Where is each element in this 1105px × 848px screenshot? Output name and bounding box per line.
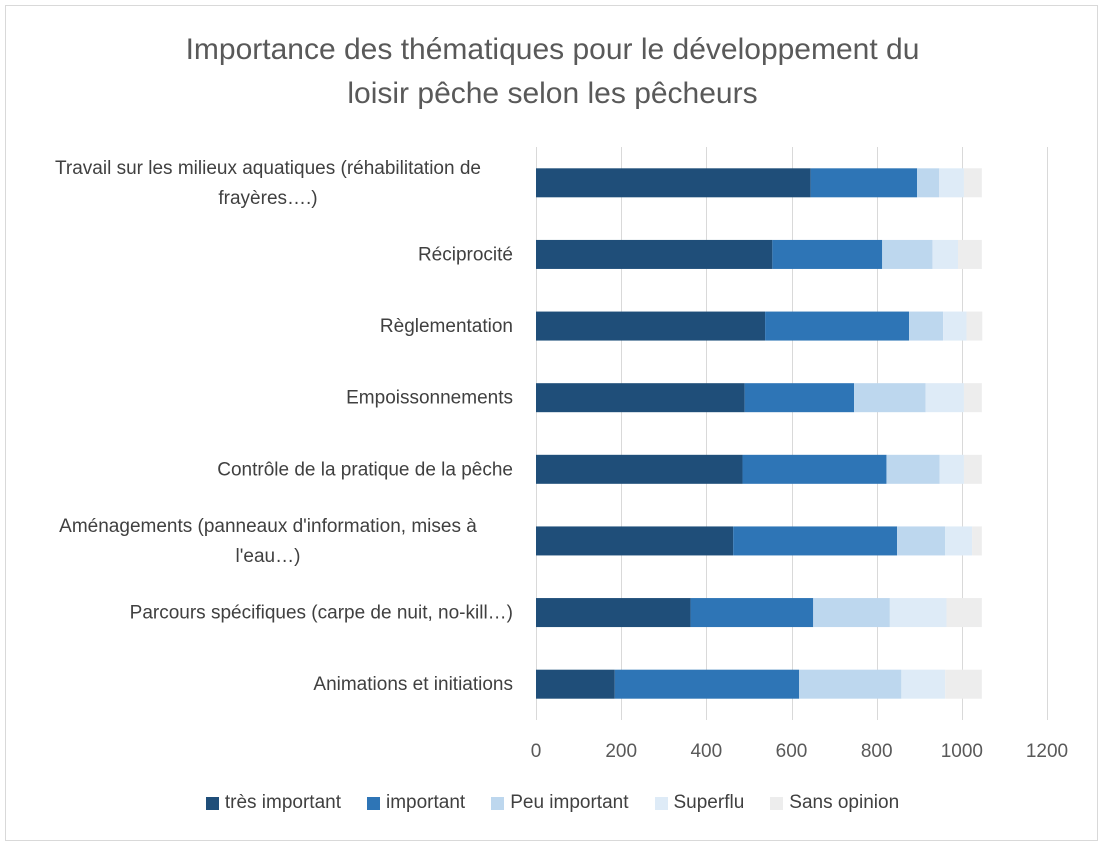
bar-segment (945, 526, 973, 556)
bars (536, 168, 983, 699)
legend-label: très important (224, 792, 341, 813)
category-label: Aménagements (panneaux d'information, mi… (59, 516, 477, 567)
x-tick-label: 1200 (1026, 741, 1068, 762)
bar-segment (536, 526, 734, 556)
bar-segment (945, 669, 982, 699)
gridlines (536, 147, 1048, 720)
bar-segment (799, 669, 902, 699)
legend-item: Superflu (654, 792, 745, 814)
bar-segment (963, 383, 982, 413)
legend-item: très important (205, 792, 341, 814)
bar-segment (742, 454, 887, 484)
bar-segment (536, 168, 811, 198)
legend-item: Peu important (491, 792, 629, 814)
bar-segment (813, 598, 890, 628)
x-tick-label: 200 (605, 741, 637, 762)
x-tick-label: 0 (531, 741, 542, 762)
bar-segment (939, 454, 964, 484)
legend-swatch (367, 796, 380, 810)
chart-title: Importance des thématiques pour le dével… (185, 33, 920, 110)
bar-segment (854, 383, 926, 413)
bar-segment (901, 669, 946, 699)
bar-segment (943, 311, 967, 341)
bar-segment (536, 669, 615, 699)
bar-segment (882, 239, 933, 269)
legend-swatch (770, 796, 784, 810)
bar-segment (536, 383, 745, 413)
category-label: Travail sur les milieux aquatiques (réha… (55, 158, 481, 209)
bar-segment (733, 526, 898, 556)
bar-segment (889, 598, 947, 628)
bar-segment (536, 311, 766, 341)
legend-item: Sans opinion (770, 792, 899, 814)
category-label: Contrôle de la pratique de la pêche (217, 459, 513, 480)
bar-segment (897, 526, 946, 556)
bar-segment (972, 526, 982, 556)
legend-label: important (386, 792, 466, 813)
x-tick-label: 800 (861, 741, 893, 762)
bar-segment (614, 669, 800, 699)
bar-segment (536, 239, 773, 269)
bar-segment (958, 239, 982, 269)
bar-segment (966, 311, 983, 341)
x-tick-label: 1000 (941, 741, 983, 762)
category-label: Empoissonnements (346, 388, 513, 409)
category-label: Règlementation (380, 316, 513, 337)
x-tick-label: 600 (776, 741, 808, 762)
bar-segment (886, 454, 940, 484)
bar-segment (772, 239, 883, 269)
bar-segment (765, 311, 910, 341)
chart-frame (5, 5, 1098, 841)
bar-segment (810, 168, 918, 198)
legend-swatch (654, 796, 668, 810)
bar-segment (963, 168, 982, 198)
bar-segment (925, 383, 964, 413)
bar-segment (946, 598, 982, 628)
x-axis-tick-labels: 0 200 400 600 800 1000 1200 (531, 741, 1068, 762)
category-labels: Travail sur les milieux aquatiques (réha… (55, 158, 513, 695)
bar-segment (744, 383, 855, 413)
bar-segment (939, 168, 964, 198)
bar-segment (690, 598, 814, 628)
legend-swatch (491, 796, 505, 810)
legend-item: important (367, 792, 465, 814)
bar-segment (917, 168, 940, 198)
bar-segment (909, 311, 944, 341)
legend-swatch (205, 796, 219, 810)
legend: très important important Peu important Supe… (0, 792, 1105, 814)
legend-label: Sans opinion (789, 792, 900, 813)
category-label: Parcours spécifiques (carpe de nuit, no-… (130, 603, 513, 624)
bar-segment (963, 454, 982, 484)
category-label: Réciprocité (418, 244, 513, 265)
bar-segment (536, 598, 691, 628)
category-label: Animations et initiations (313, 674, 513, 695)
bar-segment (536, 454, 743, 484)
legend-label: Peu important (510, 792, 629, 813)
bar-segment (932, 239, 959, 269)
x-tick-label: 400 (690, 741, 722, 762)
legend-label: Superflu (673, 792, 745, 813)
